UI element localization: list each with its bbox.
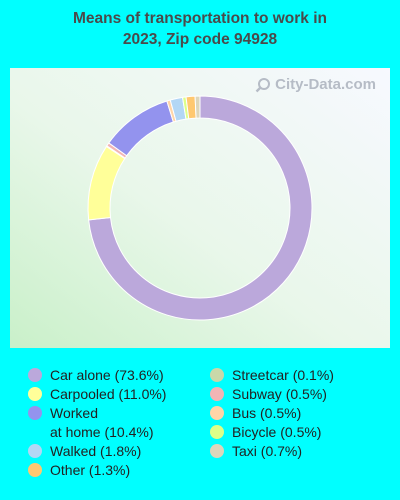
watermark: City-Data.com: [255, 76, 376, 93]
legend-item: Other (1.3%): [28, 461, 166, 480]
legend-swatch: [28, 368, 42, 382]
legend-swatch: [28, 444, 42, 458]
legend-item: Worked at home (10.4%): [28, 404, 166, 442]
legend-item: Subway (0.5%): [210, 385, 334, 404]
legend-item: Bicycle (0.5%): [210, 423, 334, 442]
chart-title-line2: 2023, Zip code 94928: [122, 31, 278, 48]
chart-title-line1: Means of transportation to work in: [72, 10, 328, 27]
watermark-text: City-Data.com: [275, 76, 376, 93]
plot-area: City-Data.com: [10, 68, 390, 348]
legend-label: Walked (1.8%): [50, 443, 142, 459]
slice-carpooled: [87, 145, 126, 221]
legend-label: Car alone (73.6%): [50, 367, 164, 383]
donut-chart: [87, 95, 313, 321]
legend-item: Bus (0.5%): [210, 404, 334, 423]
legend-swatch: [210, 425, 224, 439]
legend-item: Taxi (0.7%): [210, 442, 334, 461]
legend-item: Carpooled (11.0%): [28, 385, 166, 404]
legend-label: Other (1.3%): [50, 462, 131, 478]
legend-label: Subway (0.5%): [232, 386, 327, 402]
legend-swatch: [28, 387, 42, 401]
legend-label: Bicycle (0.5%): [232, 424, 322, 440]
legend-label: Bus (0.5%): [232, 405, 302, 421]
legend-label: Carpooled (11.0%): [50, 386, 167, 402]
legend-label: Streetcar (0.1%): [232, 367, 334, 383]
slice-taxi: [194, 95, 201, 119]
legend-swatch: [28, 463, 42, 477]
legend-item: Walked (1.8%): [28, 442, 166, 461]
legend-label: Worked at home (10.4%): [50, 405, 154, 440]
legend-swatch: [210, 406, 224, 420]
legend-item: Car alone (73.6%): [28, 366, 166, 385]
magnifier-icon: [255, 77, 271, 92]
legend-swatch: [28, 406, 42, 420]
legend-label: Taxi (0.7%): [232, 443, 303, 459]
slice-worked-at-home: [108, 100, 174, 157]
legend-column-left: Car alone (73.6%) Carpooled (11.0%) Worked…: [28, 366, 166, 480]
legend-column-right: Streetcar (0.1%) Subway (0.5%) Bus (0.5%) B…: [210, 366, 334, 461]
chart-title: Means of transportation to work in 2023,…: [0, 8, 400, 50]
legend-swatch: [210, 368, 224, 382]
legend-swatch: [210, 444, 224, 458]
legend-swatch: [210, 387, 224, 401]
legend-item: Streetcar (0.1%): [210, 366, 334, 385]
slice-car-alone: [88, 95, 313, 321]
